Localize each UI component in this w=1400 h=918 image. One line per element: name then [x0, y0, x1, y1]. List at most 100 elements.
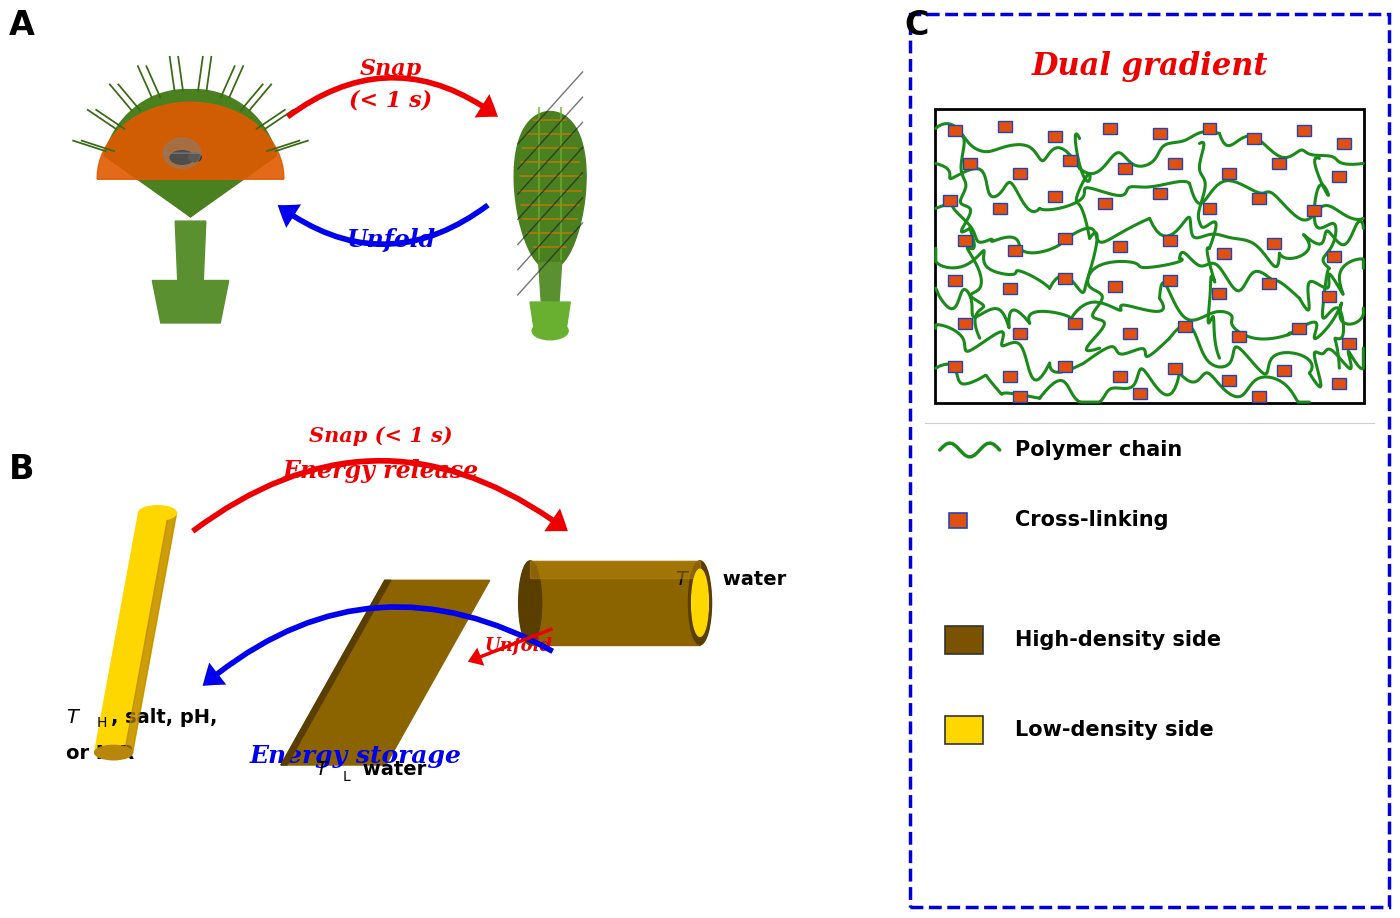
FancyBboxPatch shape: [1203, 123, 1217, 134]
Text: Snap (< 1 s): Snap (< 1 s): [308, 426, 452, 446]
FancyBboxPatch shape: [1123, 328, 1137, 339]
FancyBboxPatch shape: [1222, 168, 1236, 179]
FancyBboxPatch shape: [1012, 390, 1026, 401]
FancyArrowPatch shape: [286, 75, 498, 119]
FancyBboxPatch shape: [1292, 323, 1306, 333]
FancyBboxPatch shape: [1203, 203, 1217, 214]
Text: Polymer chain: Polymer chain: [1015, 440, 1182, 460]
FancyBboxPatch shape: [948, 274, 962, 285]
Polygon shape: [531, 302, 570, 330]
Polygon shape: [514, 111, 587, 270]
FancyBboxPatch shape: [942, 195, 956, 206]
FancyBboxPatch shape: [1162, 274, 1176, 285]
FancyArrowPatch shape: [190, 458, 568, 533]
FancyBboxPatch shape: [948, 361, 962, 372]
Polygon shape: [281, 580, 490, 765]
FancyBboxPatch shape: [1047, 191, 1061, 202]
FancyBboxPatch shape: [1012, 328, 1026, 339]
Bar: [945, 626, 983, 654]
Polygon shape: [125, 513, 176, 753]
Text: , salt, pH,: , salt, pH,: [111, 708, 217, 727]
FancyBboxPatch shape: [1253, 193, 1267, 204]
FancyBboxPatch shape: [1152, 188, 1166, 199]
FancyBboxPatch shape: [1008, 245, 1022, 256]
Polygon shape: [104, 90, 269, 217]
Text: Low-density side: Low-density side: [1015, 720, 1214, 740]
Polygon shape: [164, 153, 200, 169]
Text: or NIR: or NIR: [66, 744, 134, 763]
Text: (< 1 s): (< 1 s): [349, 90, 431, 112]
FancyBboxPatch shape: [958, 318, 972, 329]
FancyBboxPatch shape: [1047, 131, 1061, 142]
FancyBboxPatch shape: [949, 513, 967, 529]
FancyBboxPatch shape: [993, 203, 1007, 214]
FancyBboxPatch shape: [998, 121, 1012, 132]
FancyArrowPatch shape: [468, 627, 553, 666]
FancyBboxPatch shape: [1057, 233, 1071, 244]
FancyBboxPatch shape: [1212, 287, 1226, 298]
Text: $T$: $T$: [675, 570, 690, 589]
Ellipse shape: [518, 561, 542, 644]
Text: $\mathsf{H}$: $\mathsf{H}$: [95, 716, 106, 730]
FancyBboxPatch shape: [1168, 363, 1182, 374]
FancyBboxPatch shape: [1277, 364, 1291, 375]
Text: $T$: $T$: [66, 708, 81, 727]
Polygon shape: [175, 221, 206, 302]
Text: Energy release: Energy release: [283, 459, 479, 483]
Ellipse shape: [139, 506, 176, 521]
FancyBboxPatch shape: [1168, 158, 1182, 169]
FancyBboxPatch shape: [1162, 235, 1176, 246]
FancyBboxPatch shape: [948, 125, 962, 136]
Text: Unfold: Unfold: [346, 229, 435, 252]
FancyBboxPatch shape: [963, 158, 977, 169]
FancyBboxPatch shape: [1012, 168, 1026, 179]
FancyBboxPatch shape: [1253, 390, 1267, 401]
FancyBboxPatch shape: [1218, 248, 1232, 259]
FancyBboxPatch shape: [1247, 133, 1261, 144]
FancyBboxPatch shape: [1103, 123, 1117, 134]
Polygon shape: [164, 138, 200, 153]
FancyBboxPatch shape: [1343, 338, 1357, 349]
Polygon shape: [281, 580, 391, 765]
Bar: [945, 716, 983, 744]
FancyBboxPatch shape: [1098, 198, 1112, 209]
FancyBboxPatch shape: [1177, 320, 1191, 331]
FancyBboxPatch shape: [958, 235, 972, 246]
Polygon shape: [95, 513, 176, 753]
Polygon shape: [97, 102, 284, 179]
Polygon shape: [113, 90, 277, 217]
Text: Dual gradient: Dual gradient: [1032, 51, 1268, 82]
Text: Unfold: Unfold: [484, 637, 552, 655]
FancyBboxPatch shape: [1273, 158, 1287, 169]
Text: Cross-linking: Cross-linking: [1015, 509, 1168, 530]
Ellipse shape: [692, 569, 708, 636]
FancyBboxPatch shape: [1327, 251, 1341, 262]
FancyBboxPatch shape: [1002, 283, 1016, 294]
FancyArrowPatch shape: [203, 604, 554, 686]
FancyBboxPatch shape: [1337, 138, 1351, 149]
FancyBboxPatch shape: [1107, 281, 1121, 292]
FancyBboxPatch shape: [1308, 205, 1322, 216]
FancyBboxPatch shape: [1068, 318, 1082, 329]
FancyBboxPatch shape: [1232, 330, 1246, 341]
FancyBboxPatch shape: [1263, 278, 1277, 289]
Text: $T$: $T$: [315, 759, 330, 778]
FancyBboxPatch shape: [1057, 361, 1071, 372]
Ellipse shape: [689, 561, 711, 644]
Text: B: B: [8, 453, 34, 486]
FancyBboxPatch shape: [1057, 273, 1071, 284]
FancyBboxPatch shape: [1323, 291, 1337, 302]
Text: $\mathsf{L}$: $\mathsf{L}$: [701, 583, 711, 597]
FancyBboxPatch shape: [1063, 155, 1077, 166]
Text: C: C: [904, 8, 930, 41]
FancyArrowPatch shape: [277, 203, 490, 247]
Polygon shape: [539, 263, 561, 306]
Bar: [910, 14, 1389, 907]
FancyBboxPatch shape: [1133, 387, 1147, 398]
Text: $\mathsf{L}$: $\mathsf{L}$: [343, 769, 351, 784]
FancyBboxPatch shape: [1333, 377, 1347, 388]
Ellipse shape: [189, 153, 202, 162]
Polygon shape: [531, 561, 700, 644]
Ellipse shape: [171, 151, 195, 164]
FancyBboxPatch shape: [1333, 171, 1347, 182]
